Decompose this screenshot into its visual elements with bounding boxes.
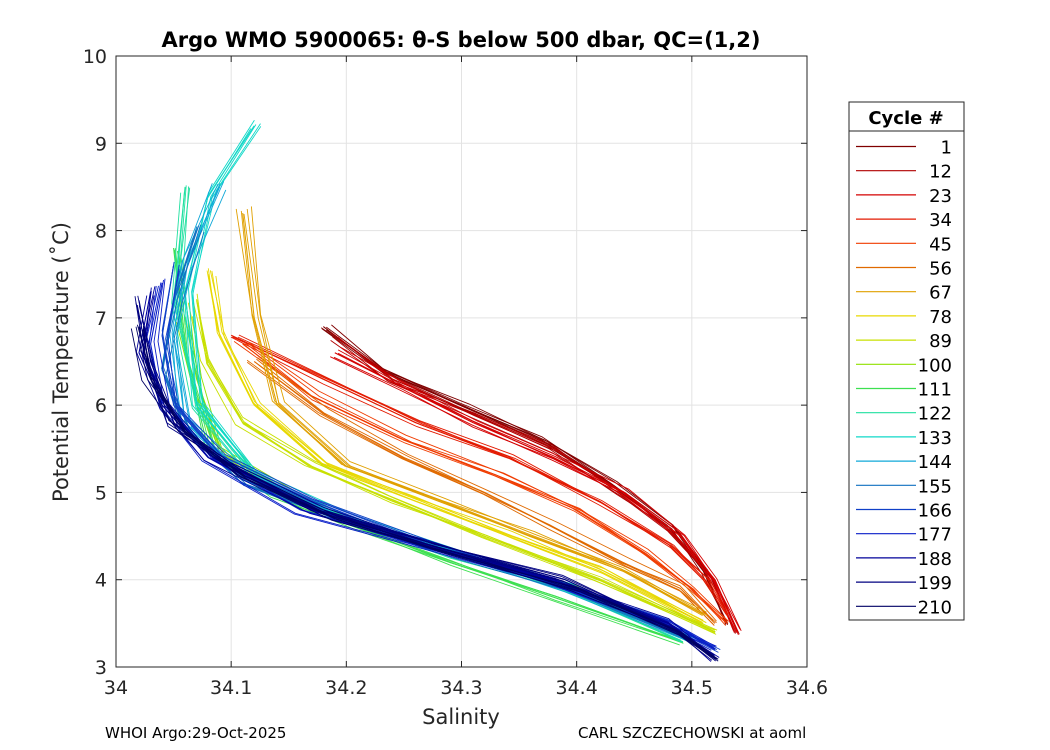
series-profile-34 <box>232 335 730 618</box>
legend-label-177: 177 <box>918 525 952 546</box>
series-profile-210 <box>142 329 719 662</box>
legend-label-111: 111 <box>918 380 952 401</box>
x-tick-label: 34.6 <box>786 677 828 699</box>
y-tick-label: 10 <box>83 46 107 68</box>
series-profile-199 <box>136 304 713 661</box>
legend-label-1: 1 <box>941 138 952 159</box>
legend-label-78: 78 <box>929 307 952 328</box>
series-profile-34 <box>237 336 728 613</box>
series-profile-45 <box>242 342 727 626</box>
series-78 <box>206 268 707 628</box>
series-profile-34 <box>230 336 728 617</box>
series-profile-23 <box>340 347 742 631</box>
series-profile-89 <box>196 299 716 633</box>
legend-label-89: 89 <box>929 331 952 352</box>
series-group <box>130 119 742 662</box>
series-profile-210 <box>130 328 713 657</box>
series-23 <box>330 347 742 635</box>
series-profile-199 <box>135 302 712 658</box>
x-tick-label: 34.1 <box>210 677 252 699</box>
y-tick-label: 9 <box>95 133 107 155</box>
legend-label-100: 100 <box>918 355 952 376</box>
series-profile-67 <box>250 206 708 616</box>
legend-title: Cycle # <box>868 108 943 129</box>
series-profile-23 <box>333 356 735 633</box>
series-profile-45 <box>248 343 728 622</box>
legend-label-144: 144 <box>918 452 952 473</box>
y-tick-label: 4 <box>95 570 107 592</box>
series-profile-67 <box>240 210 706 616</box>
series-45 <box>233 341 729 626</box>
series-profile-89 <box>196 293 718 631</box>
series-profile-56 <box>257 357 717 622</box>
series-210 <box>130 324 719 662</box>
legend-label-133: 133 <box>918 428 952 449</box>
series-profile-89 <box>192 301 717 635</box>
x-axis-label: Salinity <box>422 705 500 729</box>
legend-label-45: 45 <box>929 234 952 255</box>
legend-label-34: 34 <box>929 210 952 231</box>
x-tick-label: 34.2 <box>325 677 367 699</box>
legend-label-188: 188 <box>918 549 952 570</box>
series-profile-78 <box>215 275 707 628</box>
series-34 <box>230 334 730 618</box>
series-profile-23 <box>337 349 741 630</box>
series-profile-78 <box>206 270 700 622</box>
series-56 <box>246 357 717 626</box>
footer-operator: CARL SZCZECHOWSKI at aoml <box>578 724 807 742</box>
series-89 <box>187 293 718 635</box>
legend-label-67: 67 <box>929 283 952 304</box>
chart-title: Argo WMO 5900065: θ-S below 500 dbar, QC… <box>162 28 761 52</box>
legend-label-210: 210 <box>918 597 952 618</box>
legend-label-166: 166 <box>918 501 952 522</box>
y-tick-label: 3 <box>95 657 107 679</box>
series-profile-210 <box>142 325 717 660</box>
legend-entries: 1 12 23 34 45 56 67 78 89 100 111 122 133 144 155 166 17… <box>856 138 952 618</box>
series-profile-89 <box>196 300 716 634</box>
y-tick-label: 6 <box>95 395 107 417</box>
x-tick-label: 34.5 <box>671 677 713 699</box>
series-line-78 <box>207 274 704 624</box>
grid-lines <box>116 56 807 667</box>
legend-label-56: 56 <box>929 259 952 280</box>
legend-label-122: 122 <box>918 404 952 425</box>
x-tick-label: 34.4 <box>556 677 598 699</box>
legend: Cycle # 1 12 23 34 45 56 67 78 89 100 111 122 133 144… <box>848 101 965 621</box>
series-profile-78 <box>207 268 704 621</box>
series-profile-23 <box>330 356 737 633</box>
legend-label-155: 155 <box>918 476 952 497</box>
series-profile-89 <box>187 302 716 631</box>
legend-label-12: 12 <box>929 162 952 183</box>
y-axis-label: Potential Temperature (˚C) <box>49 222 73 502</box>
legend-label-199: 199 <box>918 573 952 594</box>
series-profile-67 <box>243 213 703 616</box>
y-tick-label: 7 <box>95 308 107 330</box>
x-tick-label: 34.3 <box>440 677 482 699</box>
series-profile-45 <box>233 341 722 620</box>
y-tick-label: 8 <box>95 221 107 243</box>
x-tick-label: 34 <box>104 677 128 699</box>
legend-label-23: 23 <box>929 186 952 207</box>
series-67 <box>235 206 708 616</box>
footer-source: WHOI Argo:29-Oct-2025 <box>105 724 287 742</box>
y-tick-label: 5 <box>95 482 107 504</box>
series-profile-56 <box>256 358 714 625</box>
